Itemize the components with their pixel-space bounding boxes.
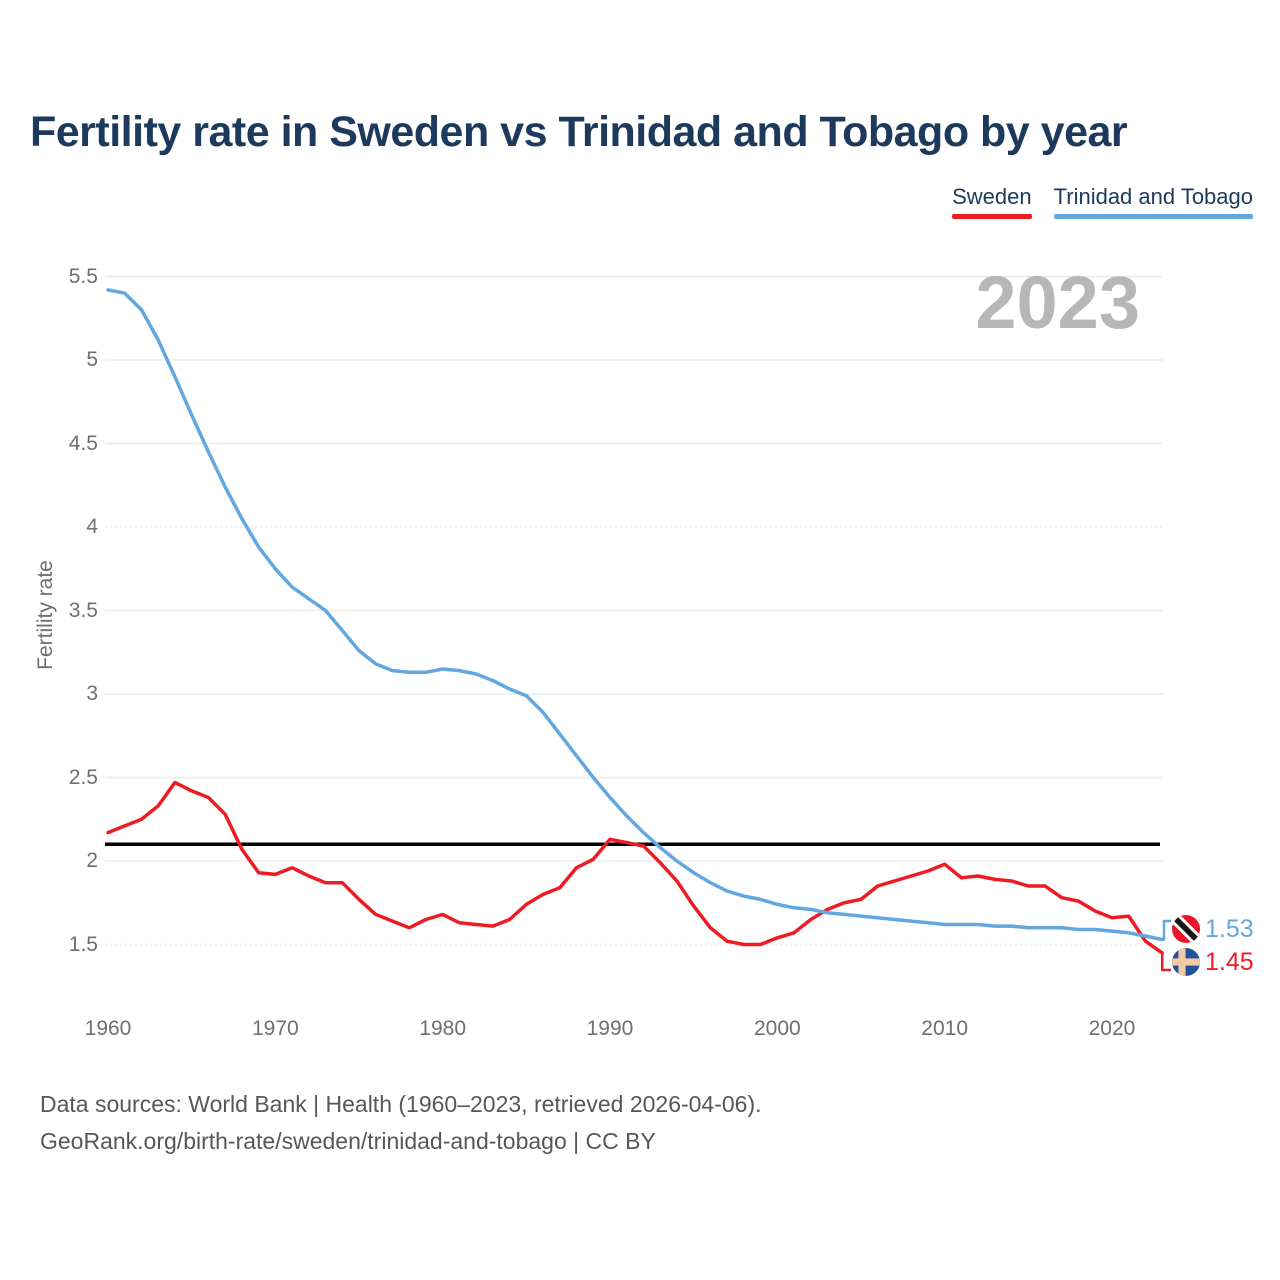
x-tick-1960: 1960 [84,1017,132,1040]
legend-label-trinidad-and-tobago: Trinidad and Tobago [1053,184,1253,209]
trinidad-and-tobago-flag-icon [1172,915,1200,943]
footer: Data sources: World Bank | Health (1960–… [40,1086,762,1160]
footer-data-sources: Data sources: World Bank | Health (1960–… [40,1091,762,1117]
series-line-trinidad-and-tobago [106,288,1164,942]
legend-swatch-sweden [952,214,1032,219]
legend-label-sweden: Sweden [952,184,1032,209]
x-tick-1970: 1970 [251,1017,299,1040]
x-tick-1990: 1990 [586,1017,634,1040]
watermark-year: 2023 [975,261,1140,344]
legend-item-trinidad-and-tobago[interactable]: Trinidad and Tobago [1053,184,1253,219]
x-tick-1980: 1980 [419,1017,467,1040]
legend-item-sweden[interactable]: Sweden [952,184,1032,219]
legend-swatch-trinidad-and-tobago [1053,214,1253,219]
y-tick-4.5: 4.5 [68,431,98,455]
y-tick-2: 2 [86,849,98,872]
y-tick-3: 3 [86,682,98,705]
x-tick-2020: 2020 [1088,1017,1136,1040]
leader-line-trinidad-and-tobago [1162,919,1171,941]
end-value-sweden: 1.45 [1205,948,1254,976]
y-tick-5.5: 5.5 [68,264,98,288]
y-tick-1.5: 1.5 [68,932,98,956]
leader-lines [1160,919,1171,972]
series-line-sweden [106,780,1164,955]
y-tick-5: 5 [86,348,98,371]
y-tick-2.5: 2.5 [68,765,98,789]
data-series-lines [106,288,1164,955]
y-tick-4: 4 [86,515,98,538]
y-tick-3.5: 3.5 [68,598,98,622]
gridlines [105,275,1163,946]
x-tick-2010: 2010 [921,1017,969,1040]
end-value-trinidad-and-tobago: 1.53 [1205,915,1254,943]
leader-line-sweden [1160,952,1171,972]
page-title: Fertility rate in Sweden vs Trinidad and… [30,108,1128,156]
legend: Sweden Trinidad and Tobago [952,184,1253,219]
sweden-flag-icon [1172,948,1200,976]
footer-attribution: GeoRank.org/birth-rate/sweden/trinidad-a… [40,1128,656,1154]
x-tick-2000: 2000 [753,1017,801,1040]
